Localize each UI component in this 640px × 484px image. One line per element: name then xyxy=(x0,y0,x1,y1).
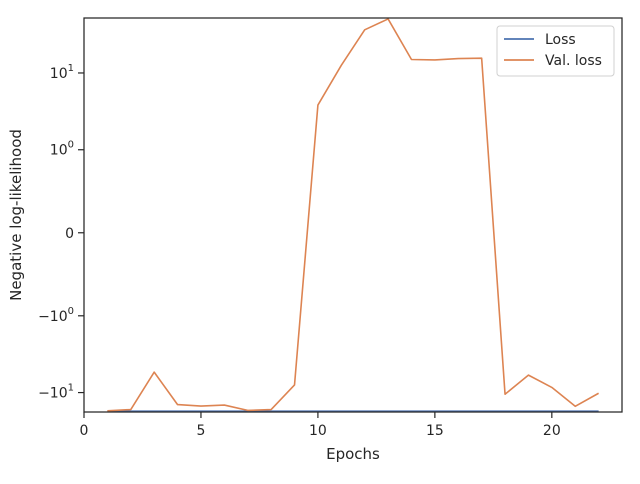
x-tick-label: 5 xyxy=(196,423,205,439)
x-axis-ticks: 0 5 10 15 20 xyxy=(80,412,561,439)
series-line-2 xyxy=(107,18,599,412)
x-tick-label: 15 xyxy=(426,423,444,439)
y-axis-label: Negative log-likelihood xyxy=(7,129,25,301)
x-axis-label: Epochs xyxy=(326,445,380,463)
x-tick-label: 10 xyxy=(309,423,327,439)
x-tick-label: 20 xyxy=(543,423,561,439)
series-layer xyxy=(107,18,599,413)
legend-label-2: Val. loss xyxy=(545,53,602,69)
y-tick-label: −101 xyxy=(38,383,74,402)
y-tick-label: 100 xyxy=(50,140,74,159)
y-tick-label: 0 xyxy=(65,226,74,242)
plot-frame xyxy=(83,17,623,413)
legend-label-1: Loss xyxy=(545,32,576,48)
y-tick-label: 101 xyxy=(50,63,74,82)
x-tick-label: 0 xyxy=(80,423,89,439)
legend: Loss Val. loss xyxy=(496,25,615,77)
y-tick-label: −100 xyxy=(38,306,74,325)
y-axis-ticks: 101 100 0 −100 −101 xyxy=(38,63,84,402)
